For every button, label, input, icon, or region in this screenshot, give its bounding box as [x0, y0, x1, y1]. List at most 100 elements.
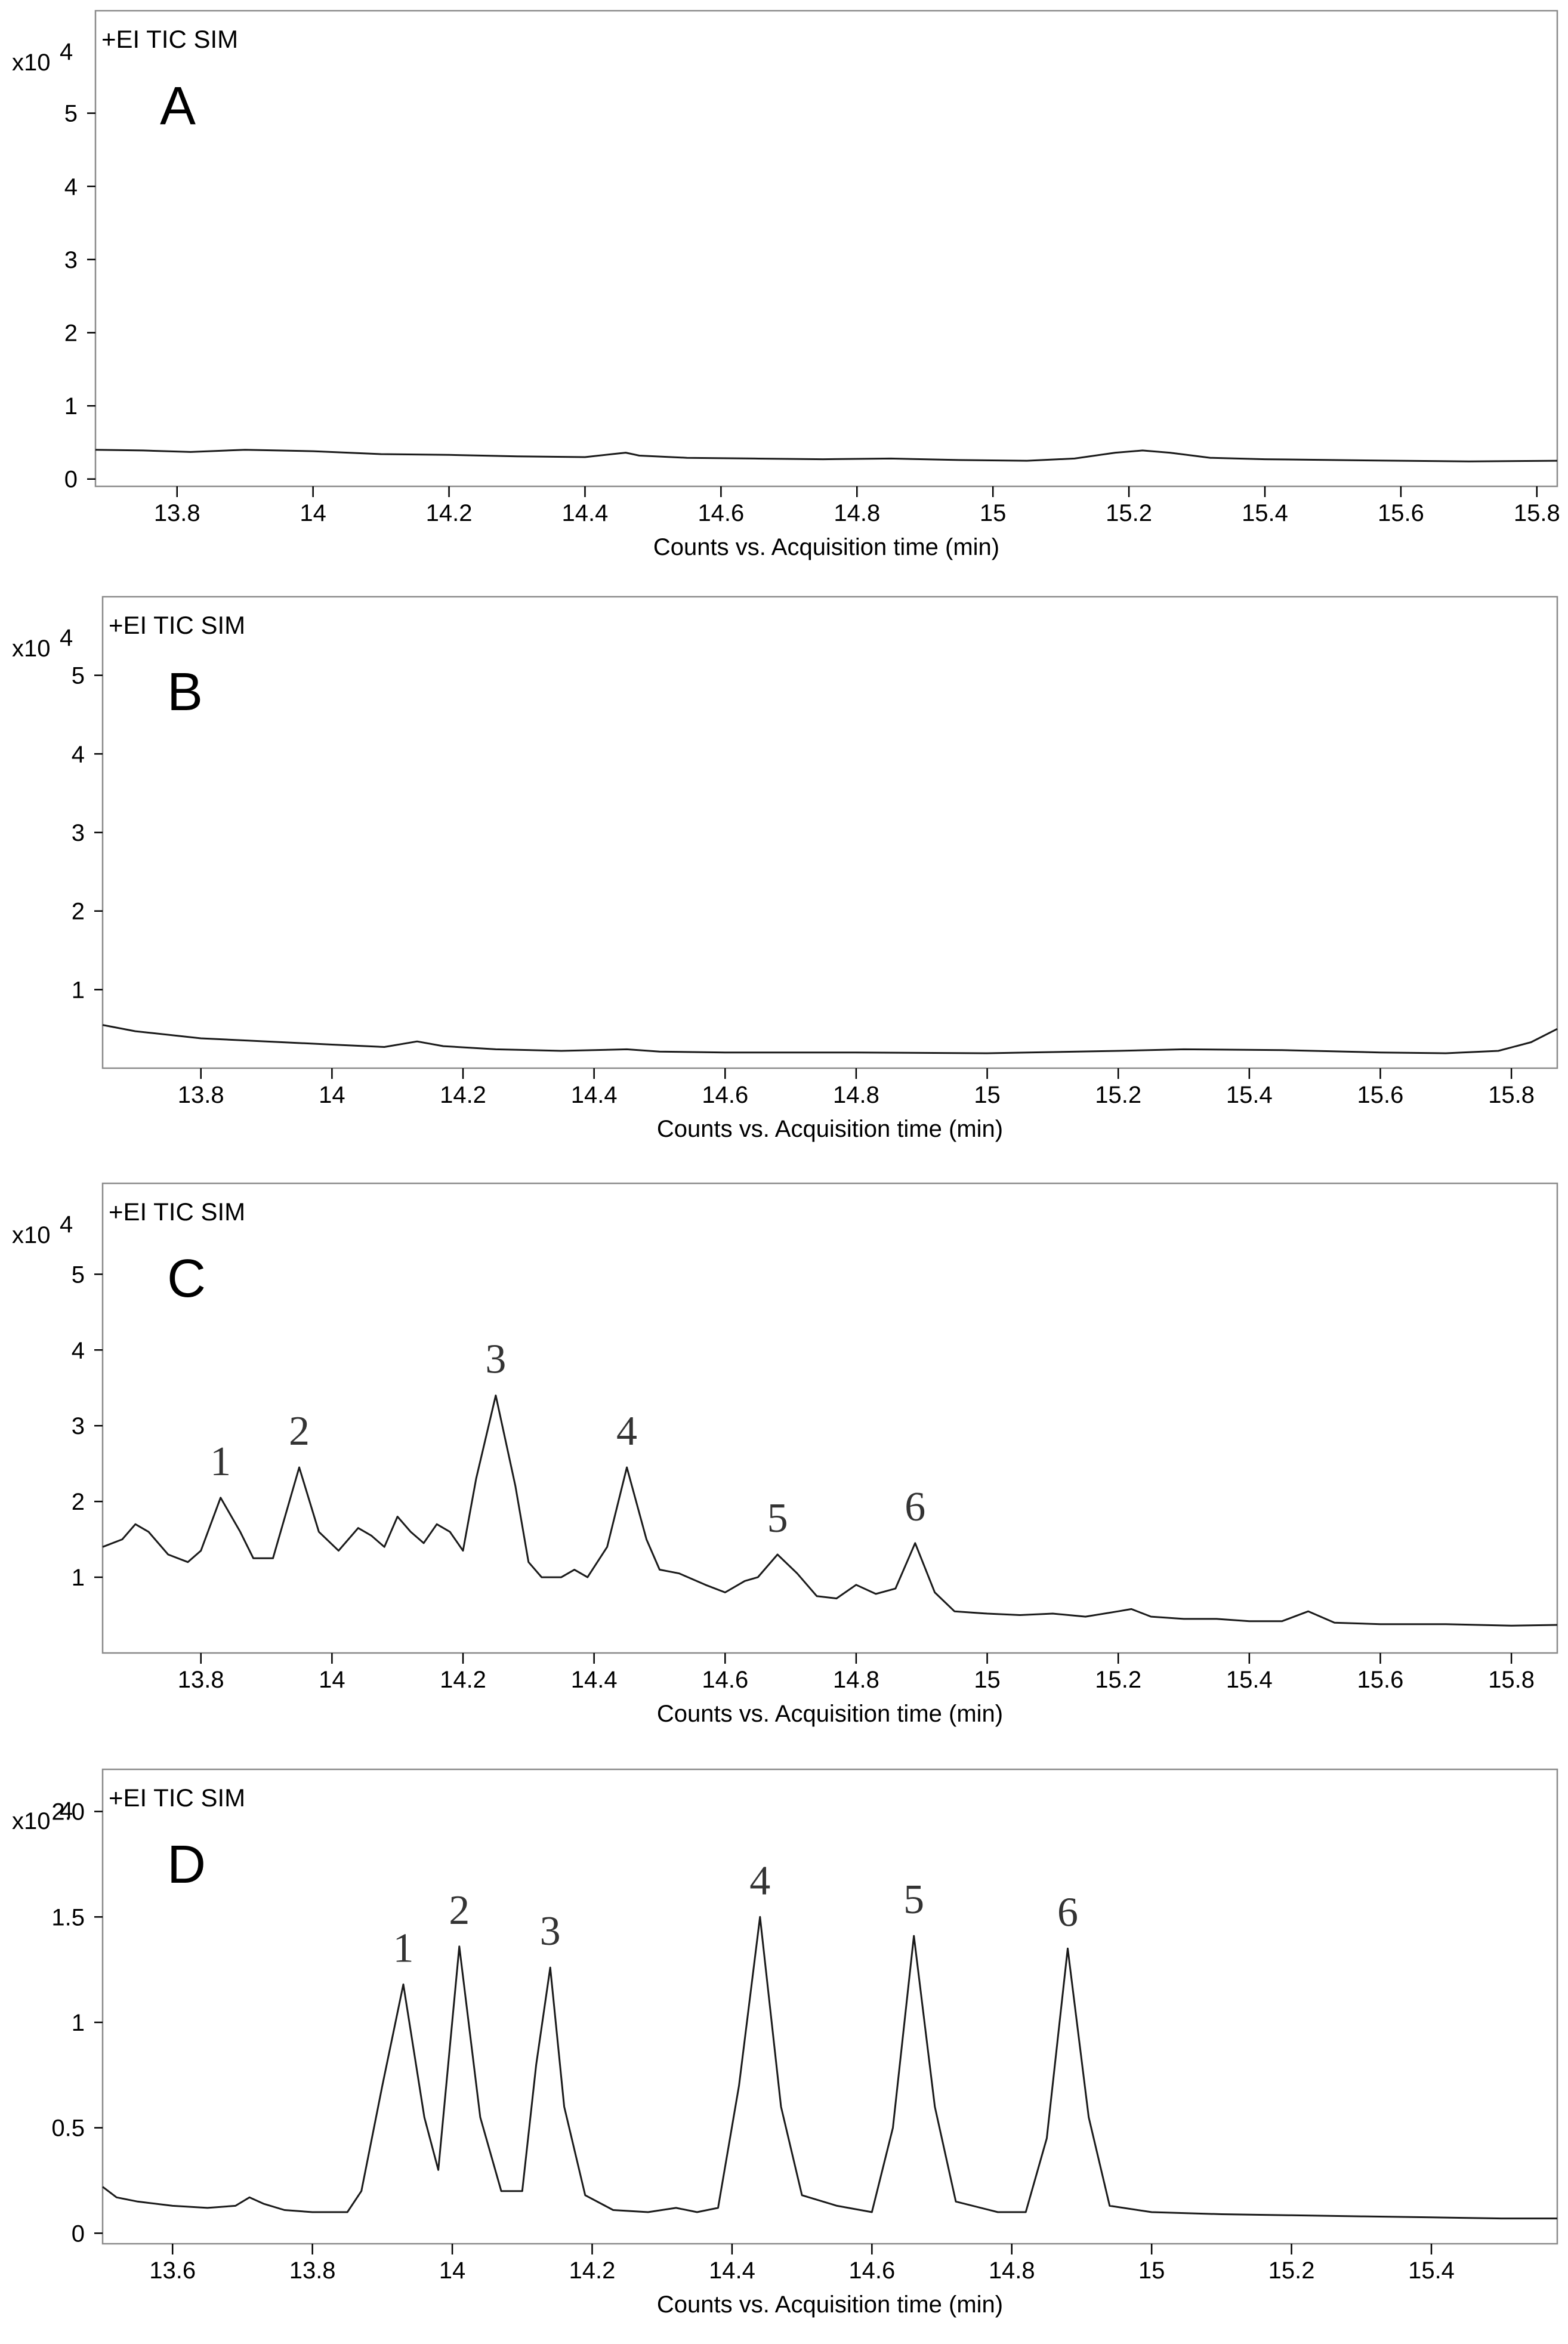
y-multiplier-exponent: 4 — [60, 39, 73, 65]
peak-label: 2 — [289, 1408, 310, 1454]
scan-mode-header: +EI TIC SIM — [109, 1198, 245, 1226]
peak-label: 4 — [749, 1858, 770, 1904]
y-tick-label: 2 — [72, 899, 85, 925]
panel-a: 13.8 14 14.2 14.4 14.6 14.8 15 15.2 15.4 15.6 15.8… — [12, 10, 1560, 560]
peak-label: 6 — [1057, 1889, 1078, 1935]
y-tick-label: 5 — [64, 101, 78, 127]
panel-label: B — [167, 662, 203, 722]
y-tick-label: 3 — [72, 820, 85, 846]
x-tick-label: 14.6 — [697, 500, 744, 526]
tic-trace — [102, 1394, 1558, 1627]
x-tick-label: 15.2 — [1106, 500, 1152, 526]
x-tick-label: 14.8 — [833, 1082, 879, 1108]
peak-label: 3 — [540, 1908, 561, 1954]
x-tick-label: 14 — [319, 1082, 345, 1108]
x-tick-label: 14.4 — [571, 1082, 618, 1108]
panel-c: 13.8 14 14.2 14.4 14.6 14.8 15 15.2 15.4 15.6 15.8… — [12, 1182, 1558, 1727]
plot-frame — [94, 10, 1558, 488]
tic-trace — [102, 1024, 1558, 1054]
y-multiplier: x10 — [12, 50, 51, 76]
x-tick-label: 14.6 — [702, 1082, 748, 1108]
y-tick-label: 4 — [72, 1337, 85, 1364]
y-tick-label: 3 — [72, 1413, 85, 1439]
x-tick-label: 15.4 — [1226, 1667, 1273, 1693]
x-tick-label: 15.2 — [1095, 1082, 1141, 1108]
y-tick-label: 0.5 — [51, 2115, 85, 2142]
y-multiplier-exponent: 4 — [60, 625, 73, 651]
x-axis-label: Counts vs. Acquisition time (min) — [657, 1116, 1003, 1142]
peak-label: 5 — [767, 1495, 788, 1541]
peak-label: 1 — [210, 1439, 231, 1485]
x-tick-label: 15.2 — [1095, 1667, 1141, 1693]
y-tick-label: 0 — [72, 2220, 85, 2247]
x-tick-label: 15.8 — [1514, 500, 1560, 526]
x-tick-label: 14.8 — [989, 2257, 1035, 2284]
x-axis-label: Counts vs. Acquisition time (min) — [657, 1701, 1003, 1727]
x-tick-label: 15 — [1138, 2257, 1165, 2284]
x-tick-label: 13.8 — [289, 2257, 336, 2284]
y-tick-label: 2 — [64, 320, 78, 347]
y-tick-label: 4 — [64, 174, 78, 200]
y-tick-label: 4 — [72, 741, 85, 767]
tic-trace — [95, 449, 1558, 462]
x-tick-label: 15.6 — [1357, 1082, 1404, 1108]
y-tick-label: 2 — [72, 1489, 85, 1515]
x-axis-label: Counts vs. Acquisition time (min) — [657, 2291, 1003, 2318]
x-tick-label: 14.2 — [569, 2257, 616, 2284]
x-tick-label: 14.2 — [426, 500, 473, 526]
peak-label: 2 — [449, 1887, 470, 1933]
x-tick-label: 14.8 — [833, 1667, 879, 1693]
x-tick-label: 14.6 — [848, 2257, 895, 2284]
x-tick-label: 15 — [980, 500, 1007, 526]
panel-label: C — [167, 1249, 206, 1309]
y-tick-label: 1 — [72, 977, 85, 1003]
plot-frame — [101, 1182, 1558, 1654]
x-tick-label: 13.6 — [149, 2257, 196, 2284]
tic-trace — [102, 1916, 1557, 2220]
plot-frame — [101, 1768, 1558, 2245]
y-tick-label: 1 — [64, 393, 78, 420]
x-tick-label: 15.4 — [1242, 500, 1288, 526]
panel-label: D — [167, 1835, 206, 1895]
x-tick-label: 14.4 — [571, 1667, 618, 1693]
y-tick-label: 1 — [72, 1565, 85, 1591]
x-tick-label: 14 — [319, 1667, 345, 1693]
y-tick-label: 5 — [72, 1262, 85, 1288]
x-axis-label: Counts vs. Acquisition time (min) — [653, 534, 999, 560]
plot-frame — [101, 596, 1558, 1069]
x-tick-label: 14.4 — [562, 500, 609, 526]
y-multiplier-exponent: 4 — [60, 1211, 73, 1238]
peak-label: 6 — [905, 1484, 925, 1530]
x-tick-label: 15.4 — [1408, 2257, 1455, 2284]
x-tick-label: 14.2 — [440, 1667, 486, 1693]
x-tick-label: 15.4 — [1226, 1082, 1273, 1108]
x-tick-label: 15 — [974, 1082, 1001, 1108]
x-tick-label: 13.8 — [154, 500, 200, 526]
y-tick-label: 5 — [72, 663, 85, 689]
x-tick-label: 15.8 — [1488, 1667, 1535, 1693]
x-tick-label: 13.8 — [178, 1082, 224, 1108]
x-tick-label: 14.4 — [709, 2257, 755, 2284]
scan-mode-header: +EI TIC SIM — [109, 611, 245, 639]
x-tick-label: 13.8 — [178, 1667, 224, 1693]
x-tick-label: 14.6 — [702, 1667, 748, 1693]
x-tick-label: 14.2 — [440, 1082, 486, 1108]
peak-label: 5 — [903, 1877, 924, 1923]
y-multiplier: x10 — [12, 1222, 51, 1248]
panel-b: 13.8 14 14.2 14.4 14.6 14.8 15 15.2 15.4 15.6 15.8… — [12, 596, 1558, 1142]
y-multiplier: x10 — [12, 636, 51, 662]
y-tick-label: 3 — [64, 247, 78, 273]
peak-label: 3 — [485, 1336, 506, 1382]
scan-mode-header: +EI TIC SIM — [109, 1784, 245, 1812]
panel-d: 13.6 13.8 14 14.2 14.4 14.6 14.8 15 15.2 15.400.5… — [12, 1768, 1558, 2318]
panel-label: A — [160, 76, 196, 136]
x-tick-label: 15.2 — [1268, 2257, 1315, 2284]
peak-label: 4 — [616, 1408, 637, 1454]
y-tick-label: 1.5 — [51, 1904, 85, 1930]
peak-label: 1 — [393, 1925, 414, 1971]
x-tick-label: 15.8 — [1488, 1082, 1535, 1108]
y-multiplier-exponent: 4 — [60, 1797, 73, 1824]
x-tick-label: 15 — [974, 1667, 1001, 1693]
x-tick-label: 14 — [439, 2257, 466, 2284]
